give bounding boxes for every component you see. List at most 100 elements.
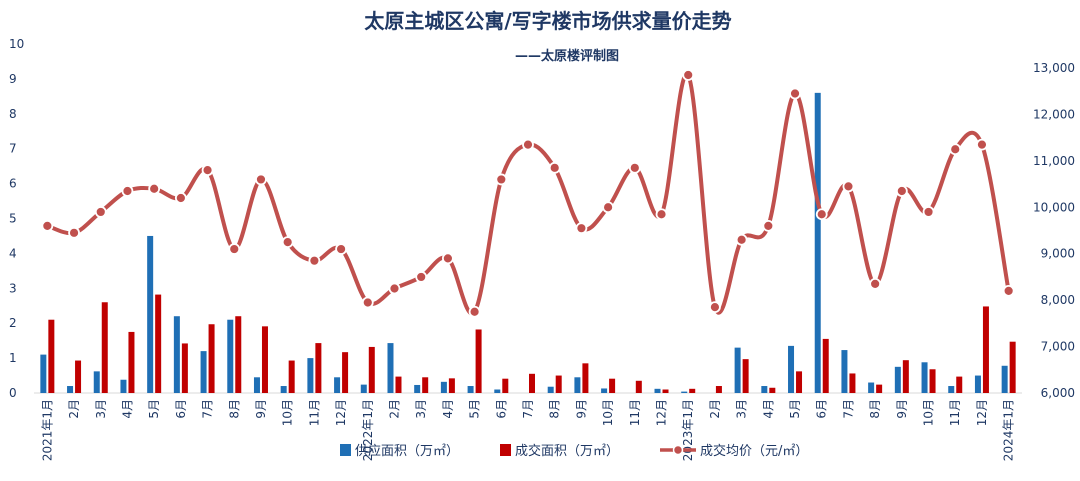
price-marker	[550, 163, 560, 173]
x-axis-category-label: 7月	[521, 399, 535, 419]
supply-bar	[120, 380, 126, 393]
right-axis-tick-label: 8,000	[1041, 293, 1075, 307]
supply-bar	[735, 348, 741, 393]
price-marker	[977, 140, 987, 150]
price-marker	[924, 207, 934, 217]
price-marker	[870, 279, 880, 289]
price-marker	[790, 89, 800, 99]
x-axis-category-label: 7月	[841, 399, 855, 419]
x-axis-category-label: 2024年1月	[1002, 399, 1016, 461]
deals-bar	[449, 378, 455, 393]
price-marker	[817, 209, 827, 219]
supply-bar	[147, 236, 153, 393]
price-marker	[96, 207, 106, 217]
supply-bar	[868, 383, 874, 393]
supply-bar	[254, 377, 260, 393]
x-axis-category-label: 2月	[67, 399, 81, 419]
price-marker	[416, 272, 426, 282]
supply-bar	[815, 93, 821, 393]
x-axis-category-label: 3月	[414, 399, 428, 419]
price-marker	[389, 284, 399, 294]
price-marker	[576, 223, 586, 233]
plot-area: 0 1 2 3 4 5 6 7 8 9 10 6,000 7,000 8,000 9,000 10,000 11…	[9, 37, 1075, 461]
price-marker	[470, 307, 480, 317]
deals-bar	[529, 374, 535, 393]
supply-bar	[841, 350, 847, 393]
deals-bar	[983, 306, 989, 393]
left-axis-tick-label: 8	[9, 107, 17, 121]
left-axis-tick-label: 1	[9, 351, 17, 365]
deals-bar	[582, 363, 588, 393]
legend-marker-price	[674, 446, 683, 455]
price-marker	[256, 174, 266, 184]
supply-bar	[40, 355, 46, 393]
deals-bar	[422, 377, 428, 393]
left-axis-tick-label: 7	[9, 142, 17, 156]
supply-bar	[361, 385, 367, 393]
supply-bar	[574, 377, 580, 393]
left-axis-tick-label: 0	[9, 386, 17, 400]
x-axis-category-label: 4月	[761, 399, 775, 419]
price-marker	[309, 256, 319, 266]
price-marker	[657, 209, 667, 219]
deals-bar	[75, 361, 81, 393]
x-axis-category-label: 10月	[281, 399, 295, 426]
deals-bar	[262, 326, 268, 393]
left-axis-tick-label: 6	[9, 177, 17, 191]
supply-bar	[788, 346, 794, 393]
supply-bar	[494, 390, 500, 393]
x-axis-category-label: 6月	[174, 399, 188, 419]
supply-bar	[307, 358, 313, 393]
deals-bar	[769, 388, 775, 393]
deals-bar	[903, 360, 909, 393]
x-axis-category-label: 6月	[815, 399, 829, 419]
legend-swatch-deals	[500, 444, 511, 456]
supply-bar	[655, 389, 661, 393]
supply-bar	[948, 386, 954, 393]
deals-bar	[155, 295, 161, 393]
x-axis-category-label: 2月	[387, 399, 401, 419]
x-axis-category-label: 8月	[868, 399, 882, 419]
supply-bar	[334, 377, 340, 393]
supply-bar	[895, 367, 901, 393]
right-axis-tick-label: 10,000	[1033, 200, 1075, 214]
right-axis-tick-label: 11,000	[1033, 154, 1075, 168]
deals-bar	[716, 386, 722, 393]
deals-bar	[609, 379, 615, 393]
price-marker	[203, 165, 213, 175]
x-axis-category-label: 5月	[147, 399, 161, 419]
x-axis-category-label: 11月	[307, 399, 321, 426]
price-marker	[336, 244, 346, 254]
supply-bar	[922, 362, 928, 393]
supply-bar	[761, 386, 767, 393]
deals-bar	[182, 343, 188, 393]
x-axis-category-label: 4月	[120, 399, 134, 419]
deals-bar	[102, 302, 108, 393]
supply-bar	[414, 385, 420, 393]
deals-bar	[342, 352, 348, 393]
x-axis-category-label: 8月	[548, 399, 562, 419]
x-axis-category-label: 5月	[788, 399, 802, 419]
price-marker	[176, 193, 186, 203]
x-axis-category-label: 2023年1月	[681, 399, 695, 461]
supply-bar	[1002, 366, 1008, 393]
supply-bar	[227, 320, 233, 393]
x-axis-category-label: 9月	[895, 399, 909, 419]
left-axis-tick-label: 3	[9, 281, 17, 295]
supply-bar	[975, 376, 981, 393]
x-axis-category-label: 3月	[735, 399, 749, 419]
x-axis-category-label: 11月	[628, 399, 642, 426]
x-axis-category-label: 6月	[494, 399, 508, 419]
deals-bar	[315, 343, 321, 393]
deals-bar	[930, 369, 936, 393]
deals-bar	[556, 376, 562, 393]
deals-bar	[956, 377, 962, 393]
left-axis-tick-label: 10	[9, 37, 24, 51]
x-axis-category-label: 10月	[922, 399, 936, 426]
x-axis-category-label: 7月	[201, 399, 215, 419]
x-axis-category-label: 3月	[94, 399, 108, 419]
price-marker	[443, 253, 453, 263]
legend-label-supply: 供应面积（万㎡）	[355, 443, 459, 459]
deals-bar	[876, 385, 882, 393]
